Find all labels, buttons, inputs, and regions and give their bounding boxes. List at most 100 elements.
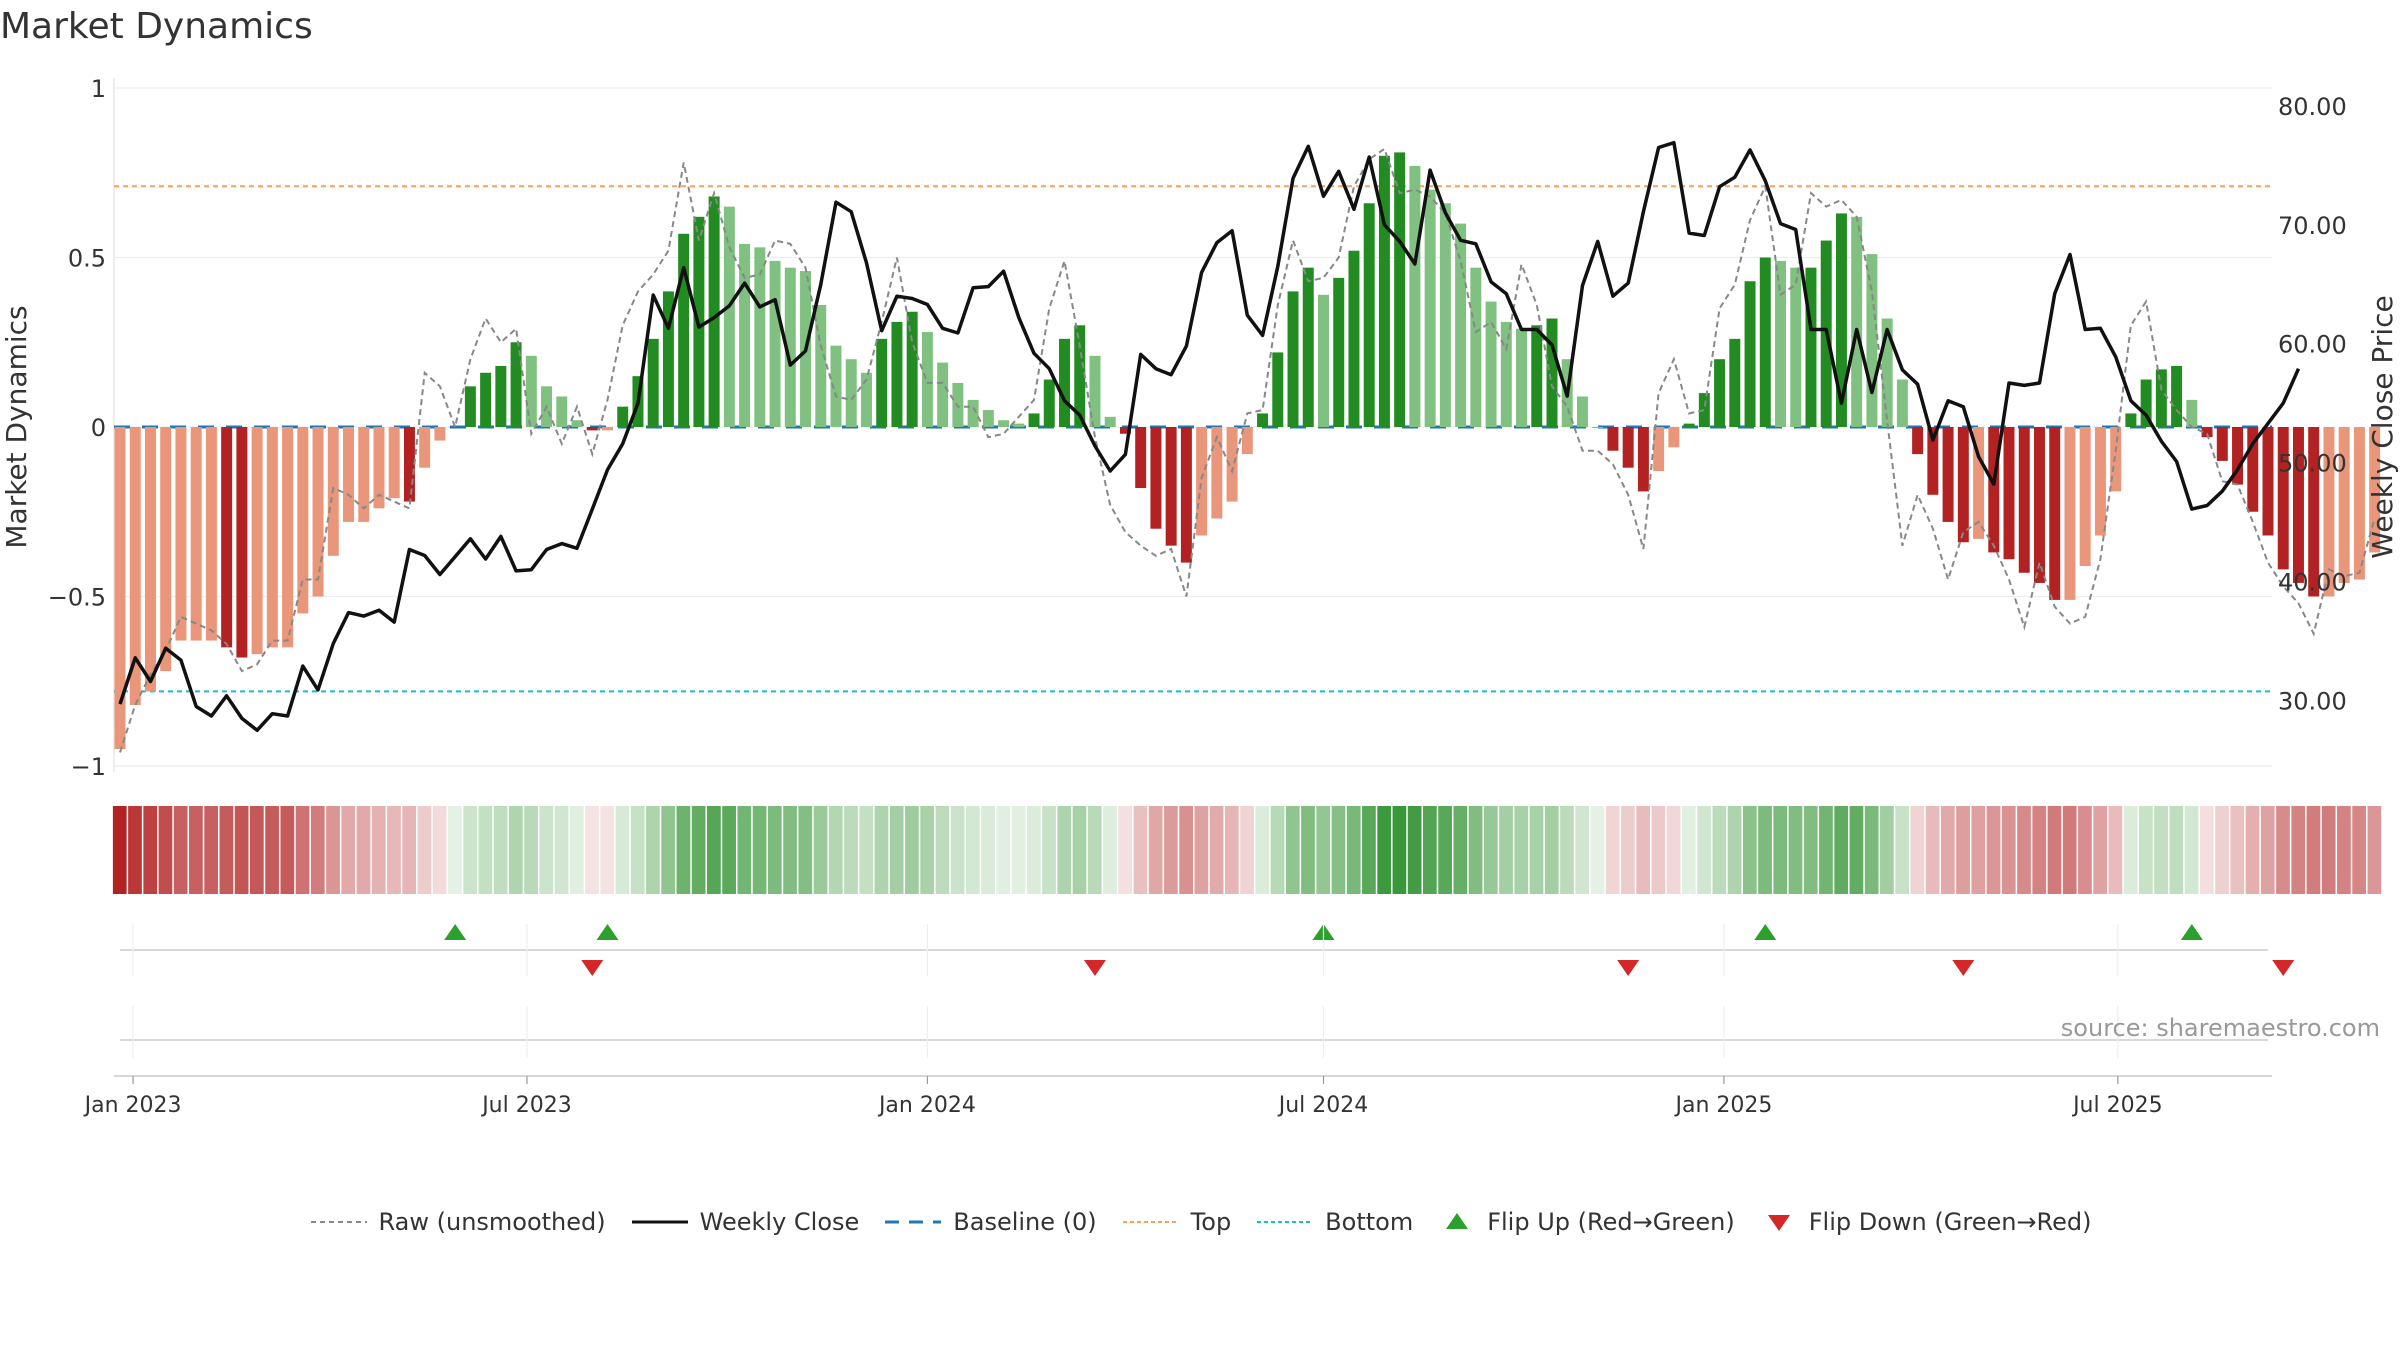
dynamics-bar: [1637, 427, 1649, 492]
heat-ribbon-cell: [798, 806, 813, 894]
dynamics-bar: [2216, 427, 2228, 461]
x-axis: Jan 2023 Jul 2023 Jan 2024 Jul 2024 Jan 2025…: [83, 924, 2272, 1118]
chart-title: Market Dynamics: [0, 6, 313, 47]
dynamics-bar: [1668, 427, 1680, 448]
heat-ribbon-cell: [920, 806, 935, 894]
left-tick-label: 0: [91, 414, 106, 442]
dynamics-bar: [464, 386, 476, 427]
x-tick-label: Jan 2023: [83, 1093, 182, 1118]
dynamics-bar: [1500, 321, 1512, 427]
dynamics-bar: [998, 420, 1010, 427]
heat-ribbon-cell: [1118, 806, 1133, 894]
left-tick-label: 0.5: [68, 245, 106, 273]
dynamics-bar: [556, 396, 568, 427]
x-tick-label: Jul 2023: [480, 1093, 572, 1118]
heat-ribbon-cell: [356, 806, 371, 894]
dynamics-bar: [175, 427, 187, 641]
heat-ribbon-cell: [280, 806, 295, 894]
heat-ribbon-cell: [310, 806, 325, 894]
right-tick-label: 70.00: [2278, 212, 2347, 240]
dynamics-bar: [525, 355, 537, 427]
dynamics-bar: [2064, 427, 2076, 600]
heat-ribbon-cell: [569, 806, 584, 894]
left-axis-label: Market Dynamics: [0, 305, 33, 548]
legend-item-raw: Raw (unsmoothed): [309, 1208, 606, 1236]
heat-ribbon-cell: [1164, 806, 1178, 894]
heat-ribbon-cell: [112, 806, 127, 894]
dynamics-bar: [1912, 427, 1924, 455]
heat-ribbon-cell: [1072, 806, 1087, 894]
heat-ribbon-cell: [1605, 806, 1620, 894]
flip-up-marker: [596, 924, 619, 940]
legend-label: Top: [1190, 1208, 1232, 1236]
dynamics-bar: [1333, 277, 1345, 427]
dynamics-bar: [1835, 213, 1847, 427]
dynamics-bar: [1241, 427, 1253, 455]
heat-ribbon-cell: [1940, 806, 1955, 894]
dynamics-bar: [2308, 427, 2320, 597]
heat-ribbon-cell: [1666, 806, 1681, 894]
heat-ribbon-cell: [2108, 806, 2123, 894]
heat-ribbon-cell: [1651, 806, 1666, 894]
dynamics-bar: [1683, 423, 1695, 427]
dynamics-bar: [2155, 369, 2167, 427]
dynamics-bar: [739, 243, 751, 427]
heat-ribbon-cell: [1499, 806, 1513, 894]
dotted-cyan-line-icon: [1257, 1221, 1314, 1223]
dynamics-bar: [1302, 267, 1314, 427]
heat-ribbon-cell: [1133, 806, 1148, 894]
dynamics-bar: [1135, 427, 1147, 489]
x-tick-label: Jan 2025: [1673, 1093, 1772, 1118]
dynamics-bar: [1576, 396, 1588, 427]
dynamics-bar: [2201, 427, 2213, 438]
heat-ribbon-cell: [1407, 806, 1422, 894]
dynamics-bar: [2247, 427, 2259, 512]
heat-ribbon-cell: [646, 806, 660, 894]
dynamics-bar: [129, 427, 141, 705]
right-tick-label: 50.00: [2278, 450, 2347, 478]
x-tick-label: Jul 2024: [1277, 1093, 1369, 1118]
dynamics-bar: [1165, 427, 1177, 546]
dynamics-bar: [1622, 427, 1634, 468]
dynamics-bar: [1988, 427, 2000, 553]
heat-ribbon-cell: [2306, 806, 2321, 894]
heat-ribbon-cell: [585, 806, 599, 894]
dynamics-bar: [1714, 359, 1726, 427]
weekly-close-line: [118, 140, 2301, 733]
dynamics-bar: [586, 427, 598, 431]
dynamics-bar: [114, 427, 126, 750]
heat-ribbon-cell: [1255, 806, 1270, 894]
heat-ribbon-cell: [1285, 806, 1300, 894]
dynamics-bar: [754, 247, 766, 427]
heat-ribbon-cell: [661, 806, 676, 894]
dynamics-bar: [1470, 267, 1482, 427]
dynamics-bar: [1790, 267, 1802, 427]
dynamics-bar: [1226, 427, 1238, 502]
heat-ribbon-cell: [295, 806, 310, 894]
dynamics-bar: [1531, 325, 1543, 427]
heat-ribbon-cell: [1514, 806, 1529, 894]
dynamics-bar: [1653, 427, 1665, 472]
heat-ribbon-cell: [1026, 806, 1041, 894]
heat-ribbon-cell: [493, 806, 508, 894]
heat-ribbon-cell: [1788, 806, 1803, 894]
heat-ribbon-cell: [1529, 806, 1544, 894]
heat-ribbon-cell: [2093, 806, 2108, 894]
axes: 1 0.5 0 −0.5 −1 80.00 70.00 60.00 50.00 40.00 30.0…: [0, 75, 2399, 781]
dynamics-bar: [251, 427, 263, 655]
heat-ribbon-cell: [1011, 806, 1026, 894]
legend-item-bottom: Bottom: [1255, 1208, 1413, 1236]
legend-item-flip-up: Flip Up (Red→Green): [1437, 1208, 1735, 1236]
dynamics-bar: [1013, 423, 1025, 427]
dynamics-bar: [160, 427, 172, 672]
heat-ribbon-cell: [1681, 806, 1696, 894]
heat-ribbon-cell: [1331, 806, 1346, 894]
flip-down-marker: [1617, 960, 1640, 976]
dynamics-bar: [1698, 393, 1710, 427]
flip-up-marker: [444, 924, 467, 940]
dynamics-bar: [1866, 254, 1878, 427]
dynamics-bar: [449, 427, 461, 428]
dynamics-bar: [373, 427, 385, 509]
dynamics-bar: [1744, 281, 1756, 427]
dynamics-bar: [1257, 413, 1269, 427]
